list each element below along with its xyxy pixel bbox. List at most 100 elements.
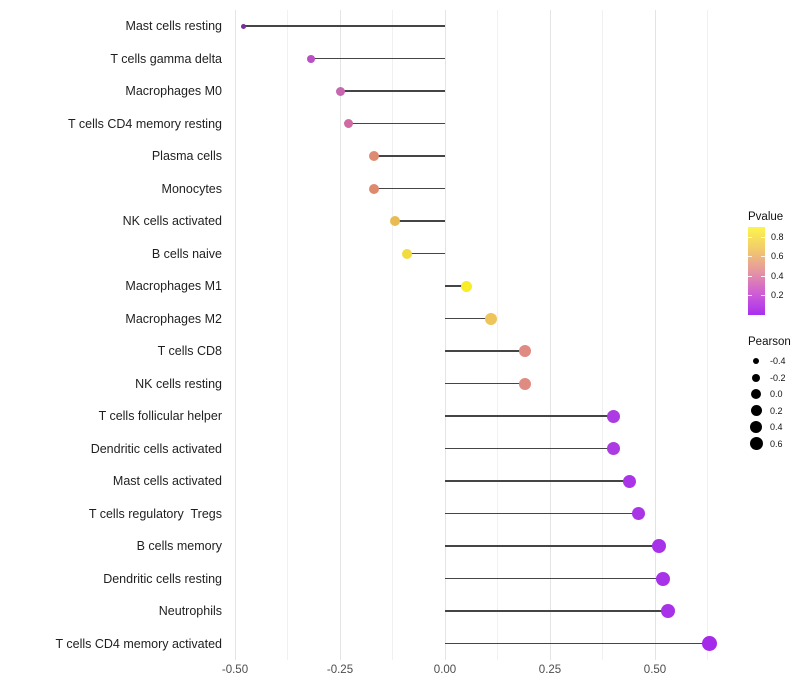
lollipop-stem [445, 285, 466, 287]
pearson-legend-label: 0.0 [770, 389, 783, 399]
category-label: Macrophages M0 [125, 84, 222, 98]
category-label: Plasma cells [151, 149, 222, 163]
data-point [660, 604, 675, 618]
pearson-legend-title: Pearson [748, 336, 791, 348]
data-point [368, 183, 379, 194]
lollipop-stem [445, 415, 613, 417]
pearson-legend-dot [751, 389, 761, 399]
lollipop-stem [445, 480, 630, 482]
pearson-legend-label: -0.4 [770, 356, 786, 366]
data-point [606, 409, 620, 423]
category-label: B cells naive [151, 246, 222, 261]
x-tick-label: 0.25 [538, 664, 562, 676]
pvalue-tick-mark [748, 294, 752, 296]
category-label: Mast cells activated [112, 474, 222, 488]
category-label: B cells memory [136, 539, 222, 553]
pvalue-tick-mark [761, 294, 765, 296]
lollipop-stem [373, 155, 445, 157]
lollipop-stem [445, 447, 613, 450]
pearson-legend-dot [752, 373, 760, 382]
data-point [343, 119, 353, 128]
pvalue-colorbar [748, 227, 765, 315]
lollipop-stem [340, 90, 445, 92]
category-label: NK cells resting [135, 376, 222, 391]
gridline-minor [602, 10, 603, 660]
lollipop-stem [445, 350, 525, 352]
pearson-legend-label: 0.2 [770, 405, 783, 416]
category-label: T cells regulatory Tregs [88, 506, 222, 521]
gridline-major [339, 10, 341, 660]
category-label: Macrophages M1 [125, 279, 222, 293]
lollipop-stem [445, 610, 668, 612]
gridline-minor [392, 10, 393, 660]
data-point [656, 571, 671, 586]
gridline-minor [707, 10, 708, 660]
lollipop-stem [394, 220, 445, 222]
data-point [240, 23, 246, 29]
category-label: T cells CD4 memory resting [68, 116, 222, 131]
pvalue-tick-mark [748, 256, 752, 258]
lollipop-stem [373, 187, 445, 190]
pvalue-tick-label: 0.4 [771, 270, 784, 281]
pvalue-tick-mark [761, 237, 765, 239]
pvalue-tick-label: 0.8 [771, 232, 784, 243]
data-point [485, 312, 498, 325]
category-label: Monocytes [161, 181, 222, 196]
category-label: Macrophages M2 [125, 311, 222, 326]
lollipop-stem [445, 642, 710, 645]
lollipop-stem [445, 512, 639, 515]
gridline-major [654, 10, 656, 660]
pvalue-tick-mark [748, 275, 752, 277]
pearson-legend-label: -0.2 [770, 372, 786, 383]
gridline-minor [287, 10, 288, 660]
category-label: Dendritic cells resting [103, 571, 222, 586]
pearson-legend-dot [753, 358, 759, 364]
pvalue-tick-label: 0.6 [771, 251, 784, 262]
lollipop-stem [407, 252, 445, 255]
pearson-legend-dot [750, 421, 762, 433]
data-point [606, 442, 620, 455]
pvalue-legend-title: Pvalue [748, 211, 784, 223]
category-label: T cells gamma delta [110, 51, 222, 66]
gridline-major [234, 10, 236, 660]
x-tick-label: -0.50 [221, 664, 249, 676]
data-point [652, 539, 667, 553]
pvalue-tick-mark [748, 237, 752, 239]
gridline-major [549, 10, 551, 660]
category-label: T cells CD8 [157, 344, 222, 358]
lollipop-stem [445, 317, 492, 320]
pearson-legend-label: 0.4 [770, 422, 783, 432]
category-label: T cells CD4 memory activated [55, 636, 223, 651]
x-tick-label: -0.25 [326, 664, 354, 676]
lollipop-stem [445, 577, 664, 580]
data-point [623, 474, 637, 488]
data-point [306, 54, 315, 63]
data-point [335, 86, 345, 96]
pearson-legend-dot [749, 437, 763, 450]
lollipop-stem [445, 382, 525, 385]
data-point [631, 507, 645, 520]
gridline-minor [497, 10, 498, 660]
data-point [518, 377, 531, 390]
data-point [368, 151, 379, 161]
data-point [518, 345, 531, 357]
pvalue-tick-mark [761, 275, 765, 277]
pvalue-tick-mark [761, 256, 765, 258]
data-point [460, 280, 472, 292]
data-point [702, 636, 718, 651]
lollipop-stem [310, 57, 445, 60]
lollipop-stem [348, 122, 445, 125]
pearson-legend-label: 0.6 [770, 438, 783, 449]
x-tick-label: 0.00 [433, 664, 457, 676]
lollipop-stem [243, 25, 445, 27]
category-label: Dendritic cells activated [90, 441, 222, 456]
pearson-legend-dot [750, 405, 762, 416]
data-point [389, 216, 400, 226]
category-label: Neutrophils [158, 604, 222, 618]
category-label: T cells follicular helper [98, 409, 222, 423]
category-label: NK cells activated [122, 214, 222, 228]
gridline-major [444, 10, 446, 660]
lollipop-stem [445, 545, 660, 547]
data-point [402, 248, 413, 259]
